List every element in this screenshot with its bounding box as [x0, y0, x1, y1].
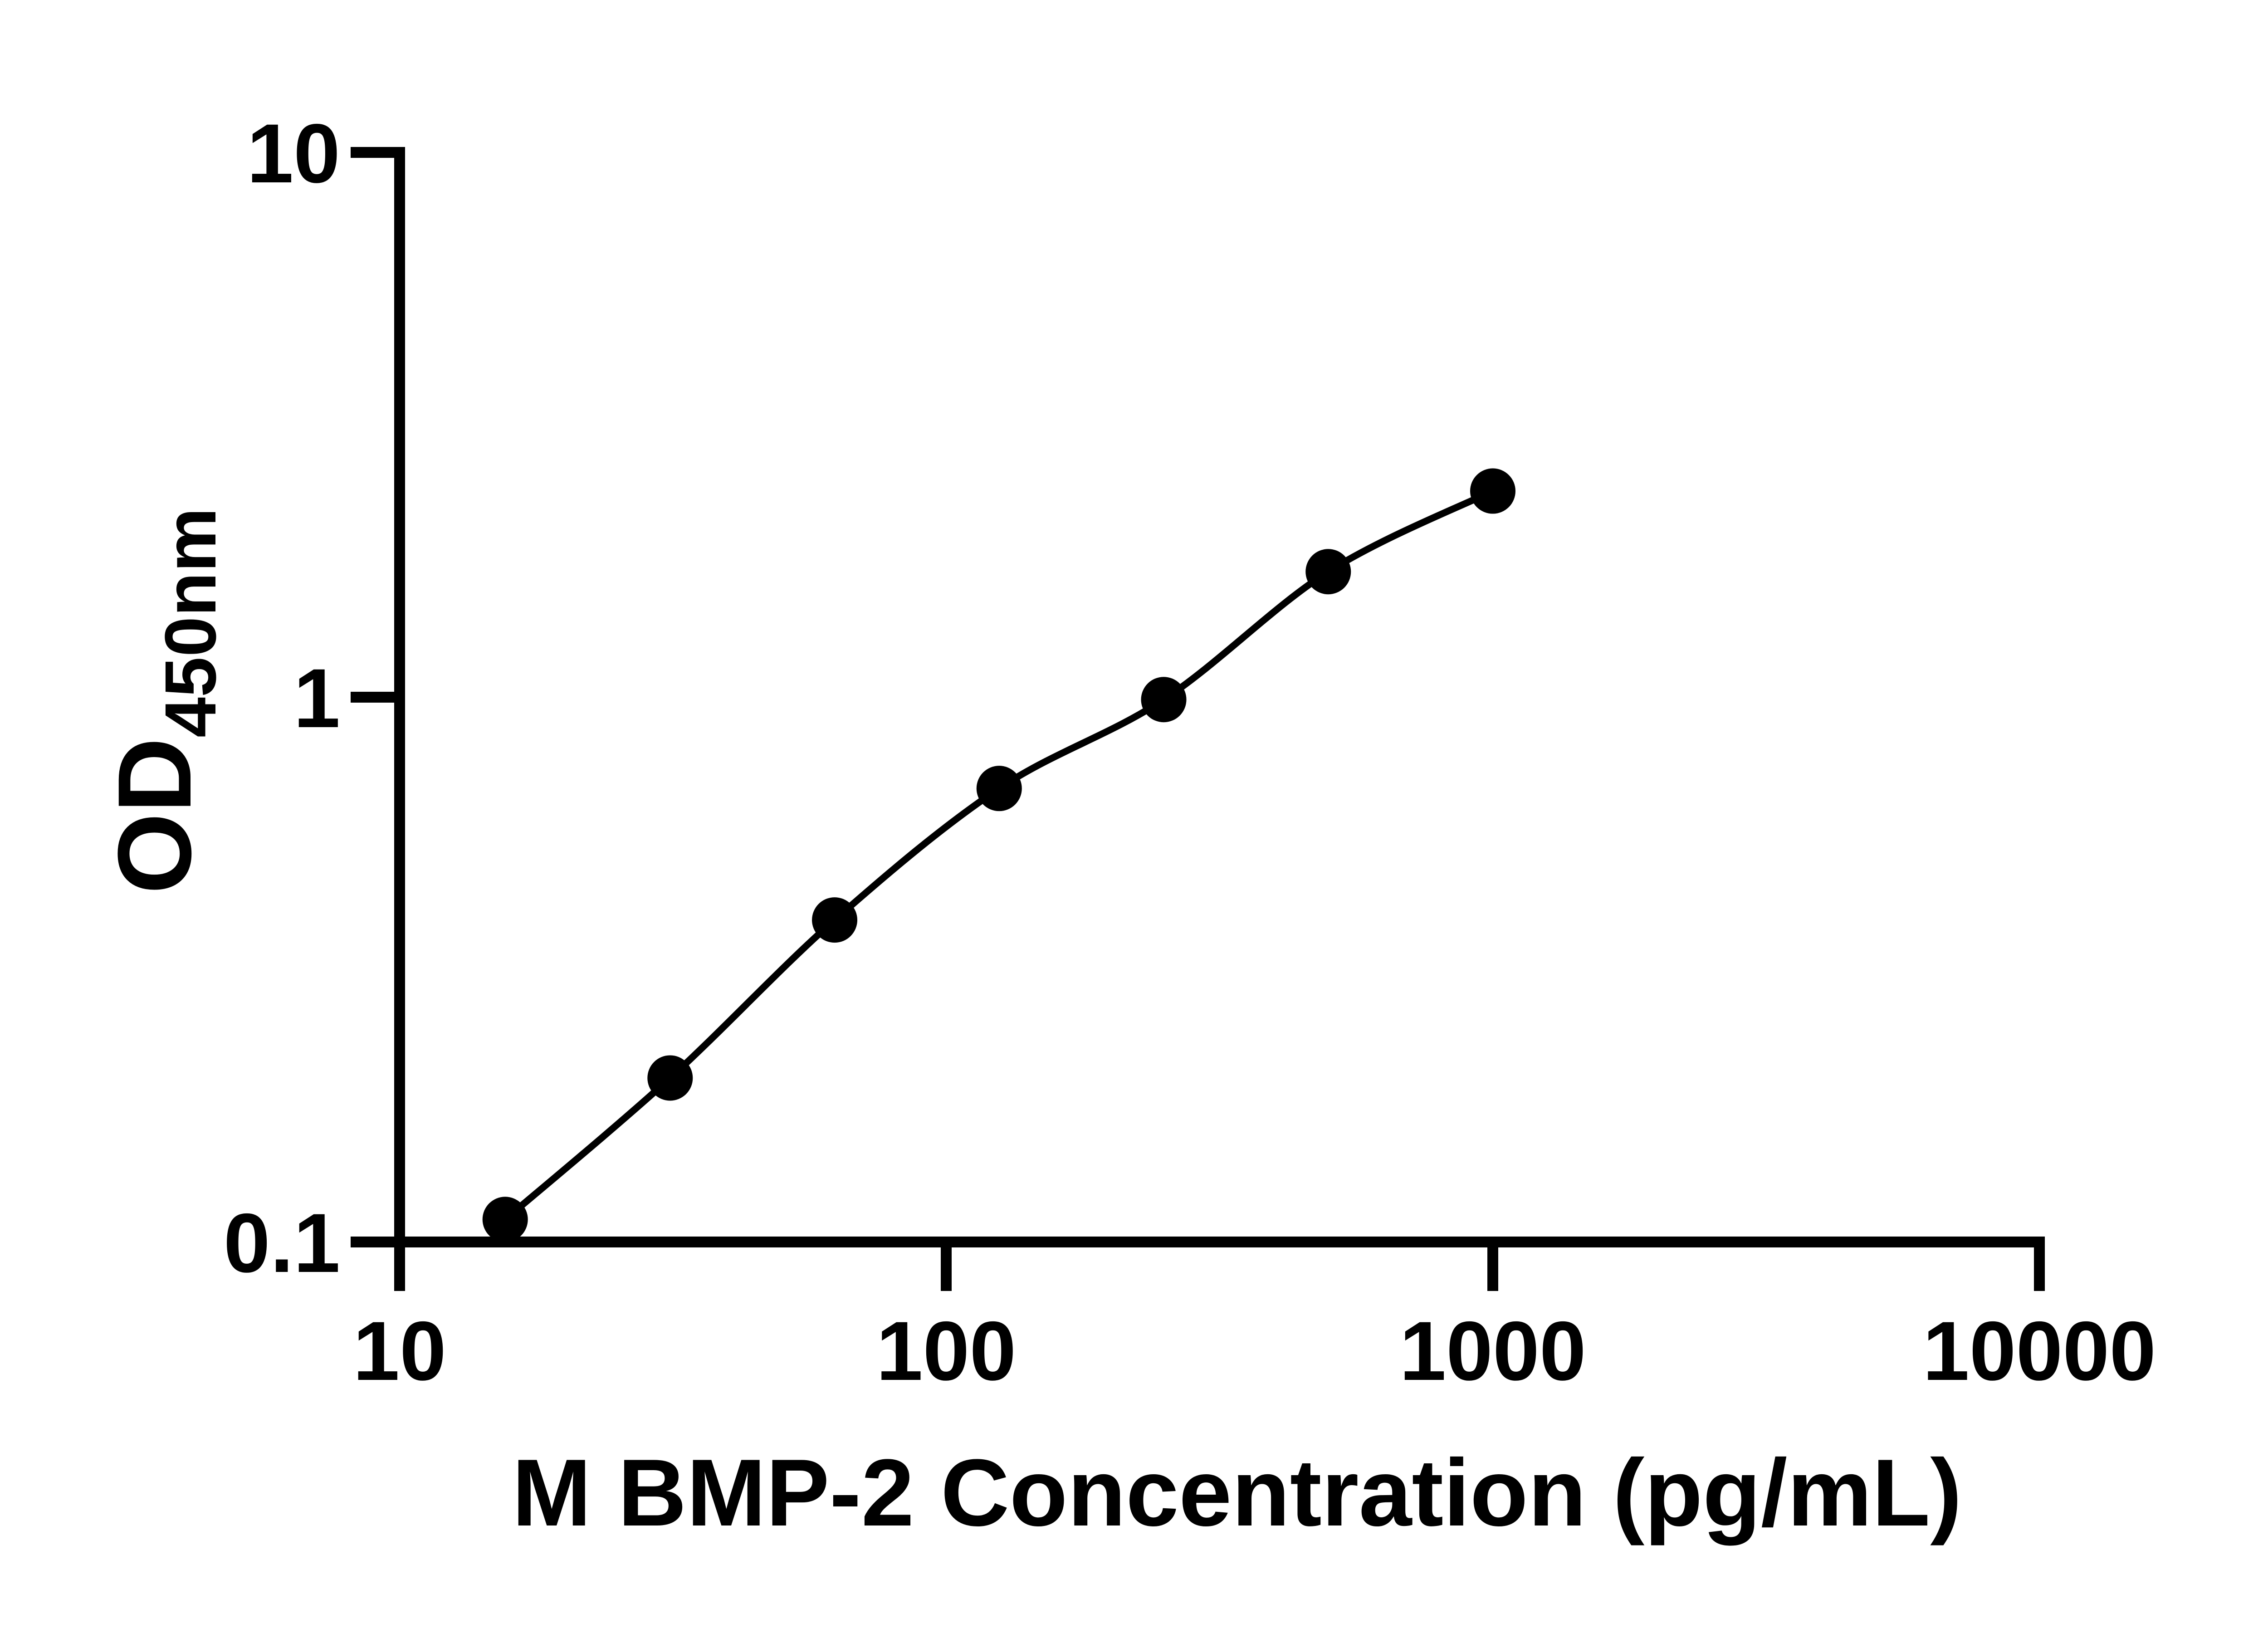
x-tick [941, 1247, 952, 1291]
x-axis-title: M BMP-2 Concentration (pg/mL) [512, 1439, 1962, 1546]
x-tick-label: 1000 [1399, 1305, 1586, 1398]
y-axis-title-main: OD [96, 738, 213, 894]
data-point-marker [1141, 677, 1187, 723]
y-axis-title: OD450nm [96, 508, 231, 894]
x-tick [1487, 1247, 1498, 1291]
y-tick-label: 10 [247, 107, 340, 200]
axes [394, 147, 2045, 1247]
y-axis-ticks [351, 147, 394, 1247]
y-tick-label: 1 [293, 652, 340, 745]
y-tick [351, 147, 394, 158]
x-tick [2034, 1247, 2045, 1291]
y-axis-title-subscript: 450nm [150, 508, 231, 738]
data-point-marker [482, 1197, 528, 1242]
standard-curve-line [503, 488, 1495, 1222]
y-tick [351, 692, 394, 703]
data-series [482, 468, 1515, 1242]
x-axis-tick-labels: 10 100 1000 10000 [353, 1305, 2156, 1398]
y-axis-line [394, 147, 405, 1247]
x-axis-ticks [394, 1247, 2045, 1291]
data-point-marker [1305, 549, 1351, 595]
data-point-marker [647, 1055, 693, 1101]
x-tick [394, 1247, 405, 1291]
data-point-marker [1470, 468, 1515, 514]
x-tick-label: 100 [876, 1305, 1017, 1398]
x-tick-label: 10 [353, 1305, 446, 1398]
y-tick [351, 1237, 394, 1247]
y-tick-label: 0.1 [224, 1197, 340, 1290]
y-axis-tick-labels: 10 1 0.1 [224, 107, 340, 1290]
x-tick-label: 10000 [1923, 1305, 2156, 1398]
data-point-marker [812, 897, 858, 943]
x-axis-line [394, 1237, 2045, 1247]
data-point-marker [976, 766, 1022, 812]
